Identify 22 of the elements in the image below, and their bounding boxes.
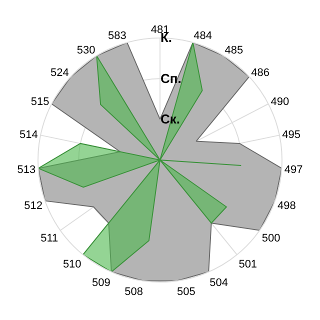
spoke-label: 510: [62, 258, 82, 271]
spoke-label: 498: [278, 200, 296, 212]
spoke-label: 504: [210, 277, 228, 289]
spoke-label: 513: [17, 164, 36, 176]
spoke-label: 505: [176, 286, 196, 298]
spoke-label: 486: [251, 67, 270, 80]
spoke-label: 530: [76, 44, 96, 57]
spoke-label: 583: [108, 30, 126, 42]
spoke-label: 512: [24, 200, 42, 212]
spoke-label: 490: [270, 96, 290, 108]
spoke-label: 497: [284, 164, 303, 176]
spoke-label: 508: [124, 286, 144, 298]
spoke-label: 524: [50, 67, 69, 80]
spoke-label: 514: [20, 128, 38, 141]
spoke-label: 485: [224, 44, 244, 57]
spoke-label: 511: [40, 232, 58, 244]
spoke-label: 484: [194, 30, 212, 42]
spoke-label: 501: [238, 258, 258, 271]
spoke-label: 495: [282, 128, 300, 141]
spoke-label: 500: [262, 232, 280, 244]
spoke-label: 515: [30, 96, 50, 108]
spoke-label: 509: [92, 277, 110, 289]
